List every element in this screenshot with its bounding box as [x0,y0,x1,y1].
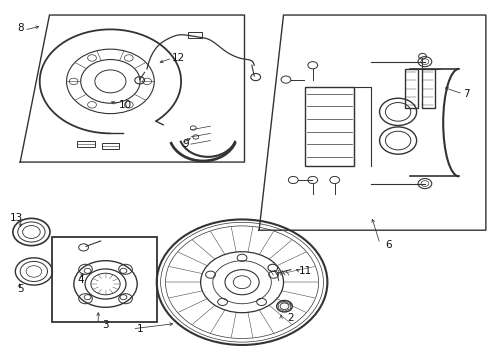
Text: 2: 2 [287,313,294,323]
Bar [102,143,119,149]
Bar [305,87,353,166]
Text: 9: 9 [183,139,189,149]
Text: 10: 10 [118,100,131,110]
Text: 3: 3 [102,320,109,330]
Text: 4: 4 [78,275,84,285]
Text: 6: 6 [384,239,391,249]
Text: 12: 12 [172,53,185,63]
Text: 5: 5 [17,284,23,294]
Bar [422,69,434,108]
Bar [188,32,202,39]
Text: 7: 7 [462,89,468,99]
Text: 13: 13 [10,213,23,222]
Bar [52,237,157,321]
Bar [77,141,95,147]
Text: 11: 11 [298,266,311,276]
Text: 1: 1 [136,324,142,334]
Bar [405,69,417,108]
Text: 8: 8 [17,23,23,33]
